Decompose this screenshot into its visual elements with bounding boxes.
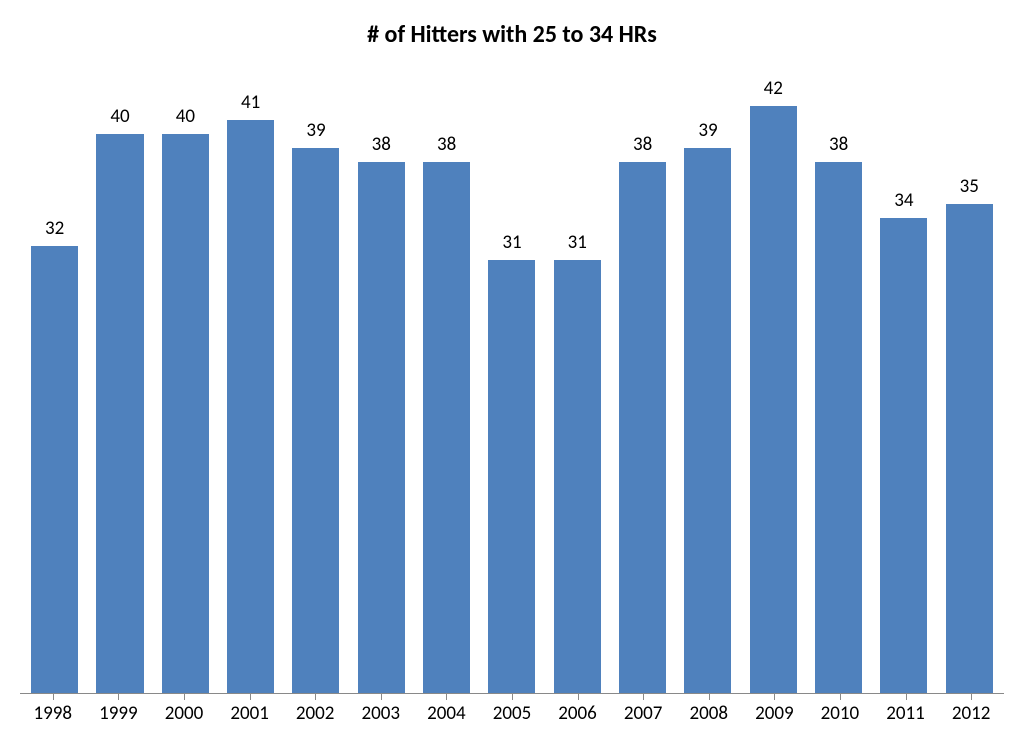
bar: [684, 148, 731, 693]
bar: [96, 134, 143, 693]
bar: [358, 162, 405, 693]
x-axis-label: 1999: [86, 702, 152, 725]
chart-container: # of Hitters with 25 to 34 HRs 324040413…: [0, 0, 1024, 742]
x-axis-label: 2000: [151, 702, 217, 725]
bar-group: 39: [283, 64, 348, 693]
x-axis-label: 2005: [479, 702, 545, 725]
data-label: 34: [894, 189, 913, 212]
bar-group: 31: [545, 64, 610, 693]
x-axis-label: 2007: [610, 702, 676, 725]
data-label: 31: [568, 231, 587, 254]
x-axis-label: 1998: [20, 702, 86, 725]
chart-title: # of Hitters with 25 to 34 HRs: [20, 20, 1004, 49]
bar: [880, 218, 927, 693]
bar: [423, 162, 470, 693]
x-axis-label: 2004: [414, 702, 480, 725]
bar: [31, 246, 78, 693]
bar-group: 40: [153, 64, 218, 693]
x-axis-label: 2003: [348, 702, 414, 725]
data-label: 38: [829, 133, 848, 156]
bar-group: 40: [87, 64, 152, 693]
bar-group: 38: [806, 64, 871, 693]
plot-area: 32 40 40 41 39 38 38 31 31 38 39 42 38 34 35: [20, 64, 1004, 694]
bar: [619, 162, 666, 693]
data-label: 38: [437, 133, 456, 156]
bar-group: 35: [937, 64, 1002, 693]
bar-group: 39: [675, 64, 740, 693]
data-label: 32: [45, 217, 64, 240]
data-label: 38: [372, 133, 391, 156]
data-label: 40: [176, 105, 195, 128]
bar-group: 42: [741, 64, 806, 693]
x-axis-label: 2008: [676, 702, 742, 725]
data-label: 40: [110, 105, 129, 128]
data-label: 35: [960, 175, 979, 198]
bar: [750, 106, 797, 693]
bar-group: 41: [218, 64, 283, 693]
bar-group: 31: [479, 64, 544, 693]
data-label: 31: [502, 231, 521, 254]
data-label: 42: [764, 77, 783, 100]
bar: [488, 260, 535, 693]
data-label: 39: [698, 119, 717, 142]
bar-group: 38: [610, 64, 675, 693]
x-axis-label: 2009: [742, 702, 808, 725]
data-label: 39: [306, 119, 325, 142]
x-axis-label: 2002: [282, 702, 348, 725]
bar: [227, 120, 274, 693]
bar: [554, 260, 601, 693]
bar-group: 38: [349, 64, 414, 693]
bar: [162, 134, 209, 693]
bar-group: 34: [871, 64, 936, 693]
bar: [815, 162, 862, 693]
x-axis-label: 2011: [873, 702, 939, 725]
x-axis-label: 2001: [217, 702, 283, 725]
data-label: 41: [241, 91, 260, 114]
bar: [292, 148, 339, 693]
data-label: 38: [633, 133, 652, 156]
bar: [946, 204, 993, 693]
x-axis-label: 2010: [807, 702, 873, 725]
bar-group: 32: [22, 64, 87, 693]
x-axis-label: 2006: [545, 702, 611, 725]
bar-group: 38: [414, 64, 479, 693]
x-axis: 1998199920002001200220032004200520062007…: [20, 702, 1004, 725]
x-axis-label: 2012: [938, 702, 1004, 725]
